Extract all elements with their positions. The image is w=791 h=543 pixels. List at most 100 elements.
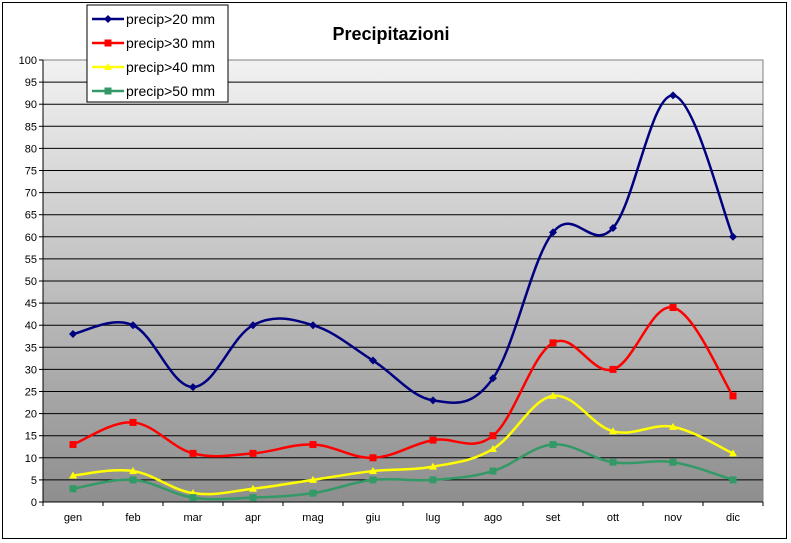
data-point-marker	[309, 441, 317, 449]
data-point-marker	[309, 475, 317, 483]
data-point-marker	[309, 321, 317, 330]
y-tick-label: 5	[31, 475, 37, 487]
data-point-marker	[309, 489, 317, 497]
grid-lines	[39, 59, 763, 503]
x-axis-tick-labels: gen feb mar apr mag giu lug ago set ott nov dic	[64, 512, 741, 524]
series-0	[69, 91, 737, 405]
x-tick-label: apr	[245, 512, 261, 524]
data-point-marker	[249, 484, 257, 492]
y-tick-label: 25	[25, 387, 37, 399]
data-point-marker	[429, 436, 437, 444]
x-tick-label: dic	[726, 512, 741, 524]
y-tick-label: 85	[25, 121, 37, 133]
data-point-marker	[129, 467, 137, 475]
data-point-marker	[489, 467, 497, 475]
data-point-marker	[369, 476, 377, 484]
data-point-marker	[369, 467, 377, 475]
data-point-marker	[729, 449, 737, 457]
data-point-marker	[729, 232, 737, 241]
y-tick-label: 60	[25, 232, 37, 244]
data-point-marker	[489, 444, 497, 452]
y-tick-label: 80	[25, 143, 37, 155]
x-tick-label: lug	[426, 512, 441, 524]
legend-item: precip>30 mm	[92, 35, 215, 51]
legend-items: precip>20 mm precip>30 mm precip>40 mm prec…	[92, 11, 215, 99]
data-point-marker	[129, 476, 137, 484]
series-line	[72, 394, 734, 496]
data-point-marker	[249, 494, 257, 502]
axes	[42, 60, 764, 506]
data-point-marker	[729, 476, 737, 484]
data-point-marker	[429, 476, 437, 484]
data-point-marker	[69, 441, 77, 449]
legend-label: precip>20 mm	[126, 11, 215, 27]
y-tick-label: 75	[25, 166, 37, 178]
y-tick-label: 20	[25, 409, 37, 421]
legend-swatch-marker	[104, 39, 112, 47]
legend-label: precip>30 mm	[126, 35, 215, 51]
series-lines	[69, 91, 737, 502]
data-point-marker	[669, 91, 677, 100]
chart-svg: 0 5 10 15 20 25 30 35 40 45 50 55 60 65 70 75 80 85 90 95 10…	[19, 4, 764, 524]
data-point-marker	[189, 449, 197, 457]
chart-title: Precipitazioni	[332, 24, 449, 44]
data-point-marker	[369, 454, 377, 462]
data-point-marker	[609, 223, 617, 232]
legend-swatch-marker	[104, 63, 112, 70]
x-tick-label: nov	[664, 512, 682, 524]
x-tick-label: ago	[484, 512, 502, 524]
data-point-marker	[609, 458, 617, 466]
data-point-marker	[609, 365, 617, 373]
data-point-marker	[129, 321, 137, 330]
data-point-marker	[489, 432, 497, 440]
data-point-marker	[549, 441, 557, 449]
data-point-marker	[69, 471, 77, 479]
y-tick-label: 0	[31, 497, 37, 509]
data-point-marker	[549, 391, 557, 399]
data-point-marker	[489, 374, 497, 383]
legend-item: precip>40 mm	[92, 59, 215, 75]
series-3	[69, 441, 737, 502]
y-tick-label: 35	[25, 342, 37, 354]
x-tick-label: set	[546, 512, 561, 524]
legend-label: precip>50 mm	[126, 83, 215, 99]
legend-item: precip>20 mm	[92, 11, 215, 27]
y-tick-label: 70	[25, 188, 37, 200]
data-point-marker	[669, 458, 677, 466]
data-point-marker	[189, 494, 197, 502]
y-tick-label: 65	[25, 210, 37, 222]
data-point-marker	[189, 383, 197, 392]
y-tick-label: 40	[25, 320, 37, 332]
y-tick-label: 90	[25, 99, 37, 111]
data-point-marker	[729, 392, 737, 400]
x-tick-label: mar	[184, 512, 203, 524]
y-tick-label: 30	[25, 364, 37, 376]
legend-item: precip>50 mm	[92, 83, 215, 99]
legend-swatch-marker	[104, 15, 112, 23]
y-tick-label: 55	[25, 254, 37, 266]
data-point-marker	[69, 485, 77, 493]
data-point-marker	[429, 396, 437, 405]
x-tick-label: giu	[366, 512, 381, 524]
legend: precip>20 mm precip>30 mm precip>40 mm prec…	[86, 4, 229, 103]
y-axis-tick-labels: 0 5 10 15 20 25 30 35 40 45 50 55 60 65 70 75 80 85 90 95 10…	[19, 55, 37, 509]
legend-swatch-marker	[104, 87, 112, 95]
x-tick-label: feb	[125, 512, 140, 524]
y-tick-label: 100	[19, 55, 37, 67]
x-tick-label: mag	[302, 512, 323, 524]
y-tick-label: 10	[25, 453, 37, 465]
y-tick-label: 95	[25, 77, 37, 89]
legend-label: precip>40 mm	[126, 59, 215, 75]
series-1	[69, 304, 737, 462]
x-tick-label: gen	[64, 512, 82, 524]
data-point-marker	[249, 321, 257, 330]
data-point-marker	[669, 422, 677, 430]
data-point-marker	[249, 449, 257, 457]
data-point-marker	[369, 356, 377, 365]
data-point-marker	[129, 418, 137, 426]
x-tick-label: ott	[607, 512, 619, 524]
y-tick-label: 45	[25, 298, 37, 310]
y-tick-label: 15	[25, 431, 37, 443]
data-point-marker	[69, 330, 77, 339]
